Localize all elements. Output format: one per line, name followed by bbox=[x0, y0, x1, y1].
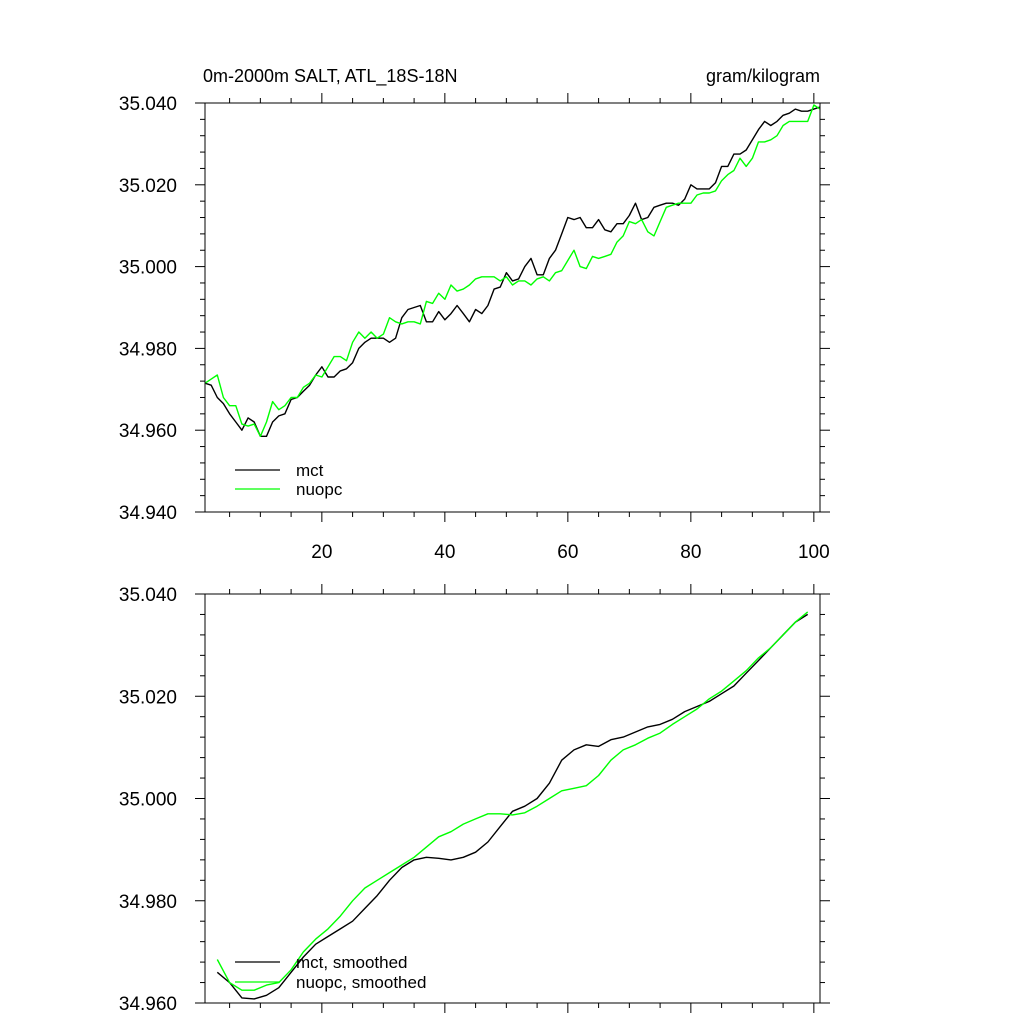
series-line-nuopc bbox=[204, 104, 821, 437]
y-tick-label: 34.980 bbox=[119, 339, 177, 360]
y-tick-label: 34.960 bbox=[119, 421, 177, 442]
y-tick-label: 35.040 bbox=[119, 585, 177, 606]
y-tick-label: 34.960 bbox=[119, 994, 177, 1015]
series-line-mct bbox=[204, 106, 821, 437]
raw-panel-legend: mct nuopc bbox=[235, 461, 343, 499]
panel-title-left: 0m-2000m SALT, ATL_18S-18N bbox=[203, 66, 457, 87]
y-tick-label: 35.000 bbox=[119, 258, 177, 279]
series-line-mct-smoothed bbox=[216, 613, 809, 1000]
x-tick-label: 20 bbox=[311, 542, 332, 563]
y-tick-label: 34.980 bbox=[119, 892, 177, 913]
raw-panel-ticks bbox=[195, 93, 830, 522]
legend-label-mct: mct bbox=[296, 461, 324, 480]
legend-label-nuopc-smoothed: nuopc, smoothed bbox=[296, 973, 426, 992]
smoothed-salinity-panel: 34.960 34.980 35.000 35.020 35.040 mct, smoo… bbox=[119, 584, 830, 1015]
x-tick-label: 60 bbox=[557, 542, 578, 563]
raw-panel-frame bbox=[204, 102, 821, 513]
panel-title-right: gram/kilogram bbox=[706, 66, 820, 86]
smoothed-panel-ticks bbox=[195, 584, 830, 1013]
y-tick-label: 35.000 bbox=[119, 790, 177, 811]
x-tick-label: 40 bbox=[434, 542, 455, 563]
y-tick-label: 35.020 bbox=[119, 176, 177, 197]
x-tick-label: 80 bbox=[680, 542, 701, 563]
raw-panel-x-tick-labels: 20 40 60 80 100 bbox=[311, 542, 829, 563]
smoothed-panel-frame bbox=[204, 593, 821, 1004]
x-tick-label: 100 bbox=[798, 542, 830, 563]
series-line-nuopc-smoothed bbox=[216, 611, 809, 991]
raw-panel-y-tick-labels: 34.940 34.960 34.980 35.000 35.020 35.040 bbox=[119, 94, 177, 524]
y-tick-label: 35.040 bbox=[119, 94, 177, 115]
legend-label-mct-smoothed: mct, smoothed bbox=[296, 953, 408, 972]
y-tick-label: 34.940 bbox=[119, 503, 177, 524]
y-tick-label: 35.020 bbox=[119, 687, 177, 708]
smoothed-panel-legend: mct, smoothed nuopc, smoothed bbox=[235, 953, 426, 992]
raw-salinity-panel: 0m-2000m SALT, ATL_18S-18N gram/kilogram… bbox=[119, 66, 830, 563]
smoothed-panel-y-tick-labels: 34.960 34.980 35.000 35.020 35.040 bbox=[119, 585, 177, 1015]
raw-panel-series bbox=[204, 104, 821, 437]
smoothed-panel-series bbox=[216, 611, 809, 1000]
legend-label-nuopc: nuopc bbox=[296, 480, 343, 499]
